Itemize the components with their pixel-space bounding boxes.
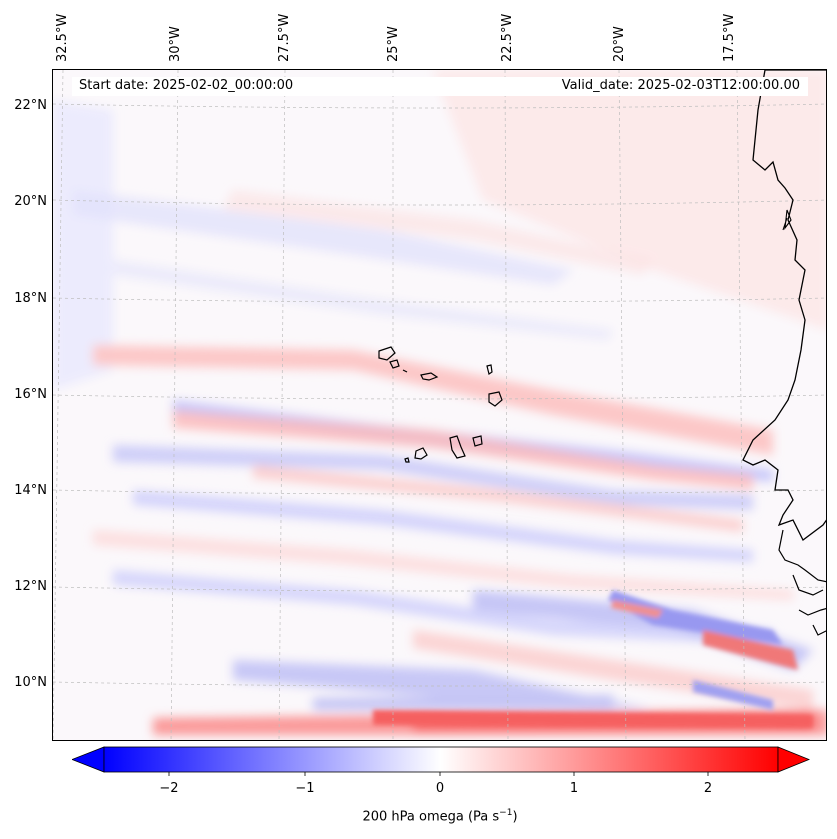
map-panel (52, 69, 827, 741)
start-date-label: Start date: 2025-02-02_00:00:00 (79, 78, 294, 93)
longitude-label: 32.5°W (55, 13, 70, 62)
africa-coast-lower (778, 529, 826, 636)
colorbar-tick-label: 1 (569, 781, 579, 796)
colorbar-tick-label: −2 (159, 781, 179, 796)
colorbar-gradient (103, 746, 779, 773)
longitude-label: 22.5°W (500, 13, 515, 62)
omega-fine-shading (373, 590, 813, 728)
coast-island-north (782, 209, 792, 231)
colorbar-max-extend (777, 746, 810, 773)
cape-verde-islands (378, 346, 503, 463)
latitude-label: 10°N (14, 675, 47, 690)
colorbar-units-exponent: −1 (499, 808, 513, 818)
longitude-label: 27.5°W (277, 13, 292, 62)
longitude-label: 20°W (612, 26, 627, 62)
colorbar-label: 200 hPa omega (Pa s−1) (0, 808, 837, 824)
omega-shading (53, 70, 826, 735)
longitude-label: 30°W (168, 26, 183, 62)
longitude-label: 17.5°W (722, 13, 737, 62)
valid-date-label: Valid_date: 2025-02-03T12:00:00.00 (561, 78, 800, 93)
latitude-label: 12°N (14, 579, 47, 594)
colorbar-label-close: ) (512, 809, 518, 825)
colorbar-tick-label: −1 (295, 781, 315, 796)
colorbar (72, 746, 810, 776)
latitude-label: 14°N (14, 483, 47, 498)
colorbar-tick-label: 2 (703, 781, 713, 796)
latitude-label: 16°N (14, 387, 47, 402)
graticule (53, 70, 826, 740)
latitude-label: 22°N (14, 98, 47, 113)
latitude-label: 18°N (14, 291, 47, 306)
colorbar-min-extend (72, 746, 105, 773)
omega-field-map (53, 70, 826, 740)
africa-coastline (742, 70, 826, 541)
latitude-label: 20°N (14, 194, 47, 209)
colorbar-label-text: 200 hPa omega (Pa s (362, 809, 500, 825)
title-bar (72, 77, 808, 96)
colorbar-tick-label: 0 (435, 781, 445, 796)
longitude-label: 25°W (386, 26, 401, 62)
